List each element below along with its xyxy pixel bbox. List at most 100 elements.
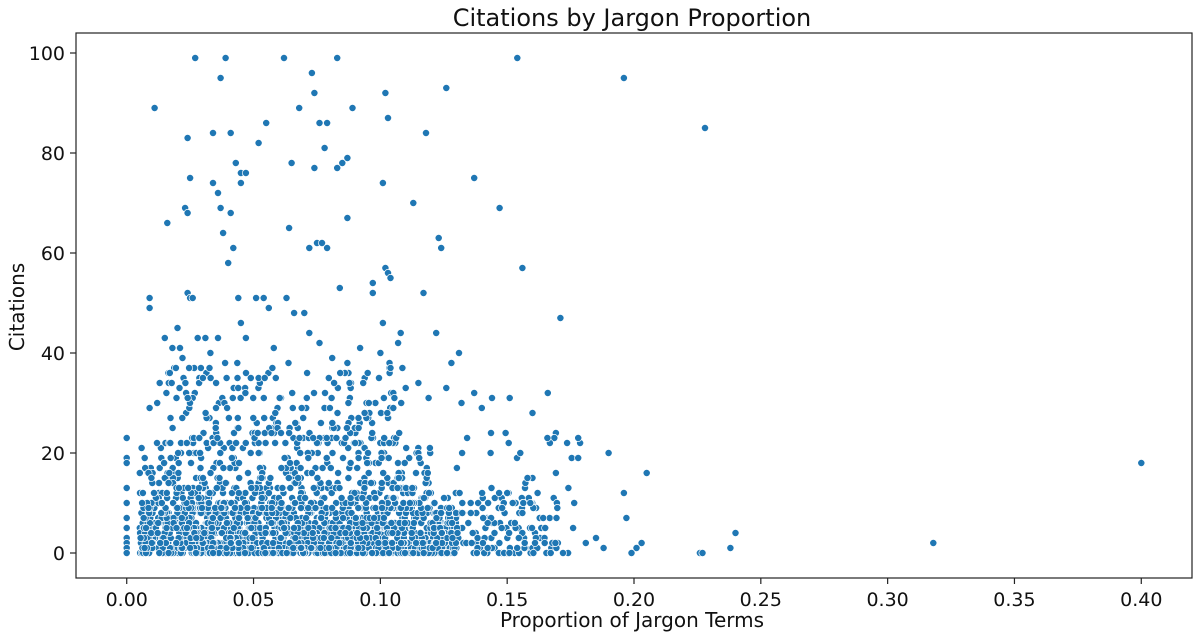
data-point (300, 309, 309, 317)
data-point (275, 394, 284, 402)
data-point (385, 549, 394, 557)
data-point (194, 484, 203, 492)
data-point (155, 379, 164, 387)
data-point (305, 244, 314, 252)
data-point (328, 449, 337, 457)
data-point (504, 439, 513, 447)
data-point (260, 414, 269, 422)
data-point (205, 489, 214, 497)
data-point (266, 474, 275, 482)
data-point (364, 399, 373, 407)
data-point (193, 334, 202, 342)
x-tick-label: 0.00 (106, 589, 148, 611)
data-point (487, 484, 496, 492)
data-point (308, 529, 317, 537)
data-point (156, 539, 165, 547)
data-point (165, 369, 174, 377)
data-point (354, 454, 363, 462)
data-point (204, 499, 213, 507)
data-point (519, 499, 528, 507)
data-point (323, 244, 332, 252)
data-point (261, 529, 270, 537)
data-point (295, 434, 304, 442)
data-point (412, 539, 421, 547)
data-point (701, 124, 709, 132)
data-point (467, 539, 476, 547)
data-point (285, 429, 294, 437)
y-tick-label: 80 (41, 143, 65, 165)
data-point (353, 464, 362, 472)
data-point (271, 439, 280, 447)
data-point (556, 314, 565, 322)
data-point (214, 334, 222, 342)
data-point (157, 509, 166, 517)
data-point (174, 469, 183, 477)
data-point (518, 264, 527, 272)
data-point (510, 519, 519, 527)
data-point (401, 549, 409, 557)
data-point (162, 489, 171, 497)
data-point (520, 539, 529, 547)
data-point (351, 514, 360, 522)
data-point (420, 494, 428, 502)
y-tick-label: 0 (53, 543, 65, 565)
data-point (546, 549, 555, 557)
data-point (574, 454, 583, 462)
data-point (327, 394, 336, 402)
data-point (425, 489, 433, 497)
data-point (430, 499, 439, 507)
data-point (176, 344, 184, 352)
data-point (339, 454, 347, 462)
data-point (227, 454, 236, 462)
data-point (280, 524, 289, 532)
data-point (233, 359, 242, 367)
y-tick-label: 20 (41, 443, 65, 465)
data-point (267, 429, 276, 437)
data-point (135, 469, 144, 477)
data-point (354, 504, 363, 512)
data-point (252, 294, 261, 302)
data-point (257, 474, 266, 482)
data-point (416, 529, 425, 537)
data-point (405, 499, 414, 507)
data-point (201, 409, 210, 417)
data-point (249, 394, 258, 402)
data-point (234, 489, 243, 497)
data-point (335, 484, 344, 492)
data-point (253, 429, 262, 437)
data-point (326, 464, 335, 472)
data-point (371, 399, 380, 407)
data-point (186, 174, 195, 182)
data-point (224, 414, 233, 422)
data-point (212, 484, 221, 492)
data-point (437, 529, 446, 537)
data-point (184, 484, 193, 492)
data-point (360, 484, 369, 492)
data-point (470, 389, 479, 397)
data-point (242, 369, 250, 377)
data-point (622, 514, 631, 522)
data-point (543, 434, 552, 442)
data-point (183, 134, 192, 142)
data-point (401, 384, 410, 392)
data-point (354, 544, 363, 552)
data-point (166, 414, 175, 422)
data-point (458, 499, 467, 507)
data-point (226, 129, 235, 137)
data-point (269, 529, 278, 537)
data-point (280, 454, 289, 462)
data-point (418, 539, 427, 547)
data-point (145, 304, 154, 312)
data-point (363, 459, 372, 467)
data-point (167, 379, 176, 387)
data-point (541, 524, 550, 532)
data-point (282, 549, 291, 557)
data-point (505, 394, 514, 402)
data-point (374, 539, 383, 547)
data-point (455, 489, 464, 497)
data-point (241, 439, 250, 447)
data-point (464, 519, 473, 527)
data-point (335, 539, 344, 547)
data-point (172, 539, 181, 547)
data-point (223, 404, 232, 412)
